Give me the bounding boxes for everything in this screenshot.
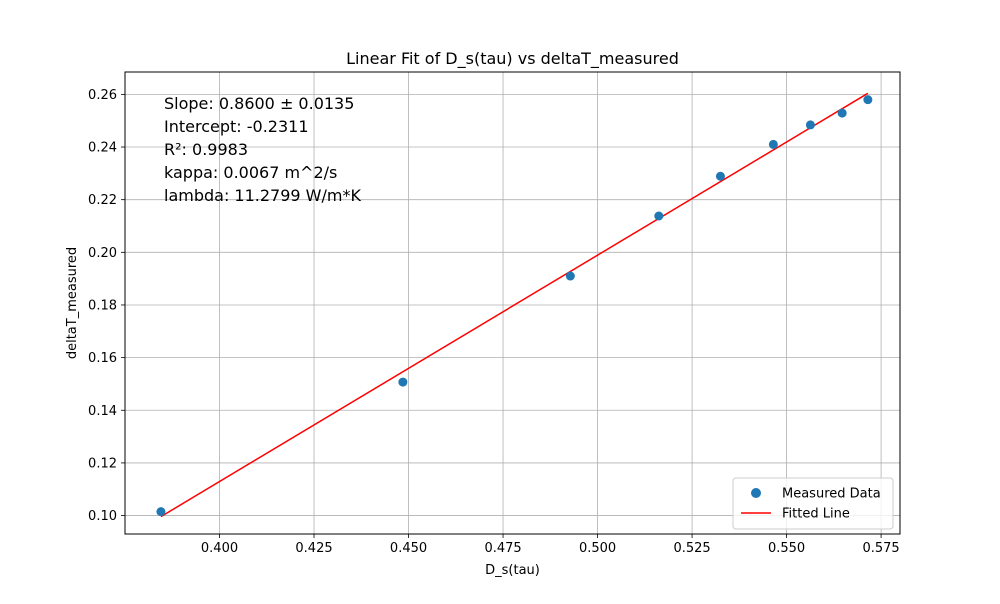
legend-box	[732, 477, 894, 530]
y-tick-label: 0.12	[88, 456, 117, 471]
measured-data-point	[715, 171, 725, 181]
y-axis-ticks: 0.10 0.12 0.14 0.16 0.18 0.20 0.22 0.24 0.26	[88, 88, 125, 524]
measured-data-point	[863, 95, 873, 105]
annotation-intercept: Intercept: -0.2311	[164, 117, 309, 136]
annotation-slope: Slope: 0.8600 ± 0.0135	[164, 94, 354, 113]
y-tick-label: 0.10	[88, 509, 117, 524]
fitted-line-series	[160, 92, 869, 518]
annotation-lambda: lambda: 11.2799 W/m*K	[164, 186, 361, 205]
x-axis-ticks: 0.400 0.425 0.450 0.475 0.500 0.525 0.550 0.575	[201, 534, 900, 556]
measured-data-point	[768, 139, 778, 149]
measured-data-point	[654, 211, 664, 221]
x-tick-label: 0.500	[579, 541, 616, 556]
x-tick-label: 0.425	[295, 541, 332, 556]
y-tick-label: 0.16	[88, 351, 117, 366]
x-tick-label: 0.575	[862, 541, 899, 556]
measured-data-point	[565, 271, 575, 281]
measured-data-point	[156, 507, 166, 517]
x-axis-label: D_s(tau)	[485, 563, 540, 578]
legend-label-measured-data: Measured Data	[782, 487, 881, 502]
fit-annotation: Slope: 0.8600 ± 0.0135 Intercept: -0.231…	[164, 94, 361, 205]
y-tick-label: 0.20	[88, 246, 117, 261]
y-tick-label: 0.26	[88, 88, 117, 103]
x-tick-label: 0.450	[390, 541, 427, 556]
chart-title: Linear Fit of D_s(tau) vs deltaT_measure…	[346, 49, 679, 69]
y-tick-label: 0.14	[88, 404, 117, 419]
legend-marker-measured-data	[751, 488, 761, 498]
y-tick-label: 0.22	[88, 193, 117, 208]
plot-frame	[124, 71, 901, 535]
y-tick-label: 0.24	[88, 141, 117, 156]
annotation-kappa: kappa: 0.0067 m^2/s	[164, 163, 337, 182]
annotation-r-squared: R²: 0.9983	[164, 140, 248, 159]
y-tick-label: 0.18	[88, 298, 117, 313]
x-tick-label: 0.525	[673, 541, 710, 556]
grid	[125, 72, 900, 534]
x-tick-label: 0.475	[484, 541, 521, 556]
y-axis-label: deltaT_measured	[65, 247, 80, 359]
measured-data-point	[837, 108, 847, 118]
legend-label-fitted-line: Fitted Line	[782, 507, 850, 522]
x-tick-label: 0.400	[201, 541, 238, 556]
fitted-line	[160, 92, 869, 518]
measured-data-point	[805, 120, 815, 130]
legend: Measured Data Fitted Line	[732, 477, 894, 530]
x-tick-label: 0.550	[768, 541, 805, 556]
measured-data-series	[156, 95, 873, 517]
measured-data-point	[398, 377, 408, 387]
